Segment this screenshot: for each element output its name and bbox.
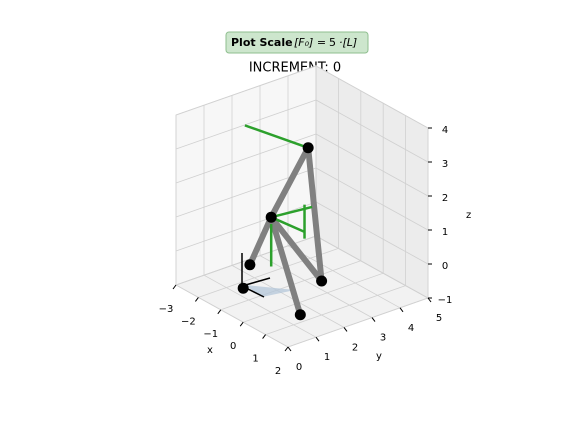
- x-tick: [194, 297, 199, 302]
- y-tick: [371, 317, 376, 322]
- y-tick-label: 4: [408, 323, 414, 334]
- member: [268, 214, 304, 318]
- grid-line: [265, 285, 406, 335]
- grid-line: [175, 201, 317, 252]
- y-tick: [315, 336, 320, 342]
- x-tick: [217, 309, 222, 315]
- z-tick-label: 0: [442, 261, 448, 272]
- x-axis-label: x: [207, 345, 213, 356]
- grid-line: [287, 297, 429, 348]
- x-tick: [172, 284, 177, 290]
- z-tick-label: −1: [438, 295, 453, 306]
- node: [244, 259, 256, 271]
- member: [268, 214, 325, 284]
- y-tick-label: 0: [296, 362, 302, 373]
- member: [305, 144, 325, 284]
- grid-line: [175, 65, 317, 116]
- z-tick-label: 2: [442, 193, 448, 204]
- x-tick: [262, 334, 267, 339]
- y-tick-label: 5: [436, 313, 442, 324]
- y-axis-label: y: [376, 351, 382, 362]
- y-tick-label: 2: [352, 342, 358, 353]
- scale-value: 5: [329, 36, 336, 49]
- grid-line: [198, 248, 339, 298]
- member: [246, 214, 275, 268]
- grid-line: [315, 201, 429, 265]
- grid-line: [175, 284, 289, 348]
- x-tick-label: −2: [181, 316, 196, 327]
- nodes: [237, 142, 328, 321]
- load: [244, 124, 309, 149]
- node: [237, 282, 249, 294]
- node: [302, 142, 314, 154]
- ticks: −3 −2 −1 0 1 2 0 1 2 3 4 5 −1 0 1 2 3 4: [159, 125, 453, 377]
- marks: [244, 124, 325, 318]
- member: [268, 144, 312, 221]
- grid-line: [243, 272, 384, 323]
- support-plane: [245, 285, 295, 297]
- node: [265, 211, 277, 223]
- y-tick: [343, 327, 348, 332]
- x-tick: [284, 346, 289, 352]
- grid-line: [231, 265, 345, 328]
- grid-line: [315, 133, 429, 197]
- grid-line: [315, 167, 429, 231]
- scale-label: Plot Scale: [231, 36, 293, 49]
- load: [270, 216, 306, 233]
- grid-line: [315, 99, 429, 163]
- x-tick-label: 2: [275, 366, 281, 377]
- z-tick-label: 1: [442, 227, 448, 238]
- grid-line: [315, 235, 429, 299]
- y-tick-label: 3: [380, 333, 386, 344]
- y-tick: [287, 346, 292, 352]
- z-tick-label: 4: [442, 125, 448, 136]
- x-tick-label: 0: [230, 341, 236, 352]
- node: [294, 309, 306, 321]
- x-tick-label: −1: [203, 329, 218, 340]
- grid-line: [259, 255, 373, 318]
- scale-unit: ·[L]: [339, 36, 357, 49]
- node: [316, 275, 328, 287]
- x-tick-label: 1: [252, 354, 258, 365]
- x-tick-label: −3: [159, 304, 174, 315]
- z-tick-label: 3: [442, 159, 448, 170]
- x-tick: [239, 321, 244, 327]
- scale-symbol: [F₀] =: [294, 36, 326, 49]
- grid-line: [315, 65, 429, 129]
- y-tick-label: 1: [324, 352, 330, 363]
- z-axis-label: z: [466, 210, 471, 221]
- grid-line: [287, 245, 401, 309]
- scale-box: [225, 31, 369, 54]
- y-tick: [399, 307, 404, 313]
- grid-line: [203, 274, 317, 338]
- y-tick: [427, 297, 432, 303]
